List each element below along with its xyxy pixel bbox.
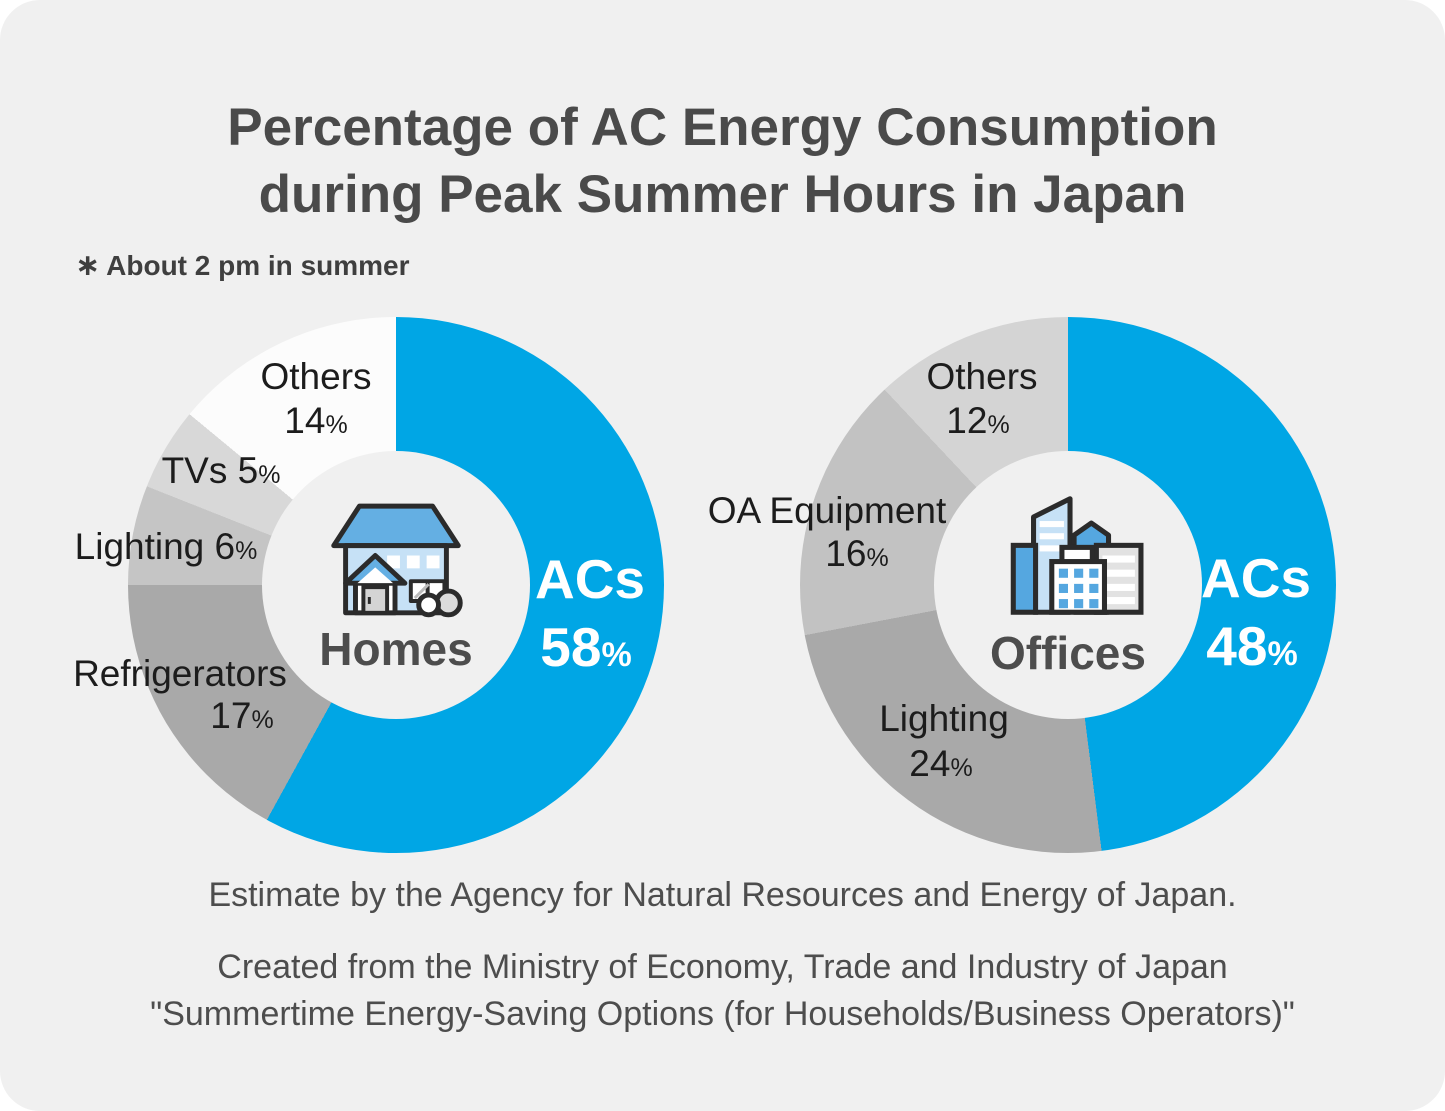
homes-tvs-label: TVs 5% — [161, 450, 281, 491]
footnote: ∗ About 2 pm in summer — [75, 248, 410, 283]
offices-donut-center: Offices — [934, 451, 1202, 719]
homes-donut-chart: Homes Others 14% TVs 5% Lighting 6% Refr… — [73, 317, 664, 853]
offices-others-label: Others — [926, 356, 1038, 397]
offices-donut-chart: Offices Others 12% OA Equipment 16% Ligh… — [708, 317, 1336, 853]
homes-center-label: Homes — [319, 623, 473, 675]
homes-donut-center: Homes — [262, 451, 530, 719]
homes-acs-value: 58% — [540, 616, 632, 678]
homes-others-label: Others — [260, 356, 372, 397]
source-note: Estimate by the Agency for Natural Resou… — [208, 876, 1237, 914]
offices-lighting-label: Lighting — [879, 698, 1009, 739]
offices-oa-equipment-label: OA Equipment — [707, 490, 947, 531]
office-buildings-icon — [1010, 496, 1144, 615]
homes-acs-label: ACs — [534, 548, 646, 610]
homes-others-value: 14% — [284, 400, 348, 441]
homes-refrigerators-value: 17% — [210, 695, 274, 736]
offices-acs-label: ACs — [1200, 547, 1312, 609]
attribution-line1: Created from the Ministry of Economy, Tr… — [217, 948, 1228, 986]
attribution-line2: "Summertime Energy-Saving Options (for H… — [150, 995, 1295, 1033]
offices-center-label: Offices — [990, 627, 1146, 679]
offices-others-value: 12% — [946, 400, 1010, 441]
house-icon — [331, 503, 463, 618]
attribution-note: Created from the Ministry of Economy, Tr… — [0, 944, 1445, 1038]
offices-acs-value: 48% — [1206, 615, 1298, 677]
asterisk-icon: ∗ — [75, 249, 101, 282]
page-title: Percentage of AC Energy Consumption duri… — [0, 94, 1445, 230]
homes-lighting-label: Lighting 6% — [74, 526, 258, 567]
page-title-line1: Percentage of AC Energy Consumption — [227, 97, 1218, 157]
footnote-text: About 2 pm in summer — [106, 250, 410, 281]
homes-refrigerators-label: Refrigerators — [73, 653, 287, 694]
page-title-line2: during Peak Summer Hours in Japan — [258, 165, 1187, 225]
offices-oa-equipment-value: 16% — [825, 533, 889, 574]
offices-lighting-value: 24% — [909, 743, 973, 784]
